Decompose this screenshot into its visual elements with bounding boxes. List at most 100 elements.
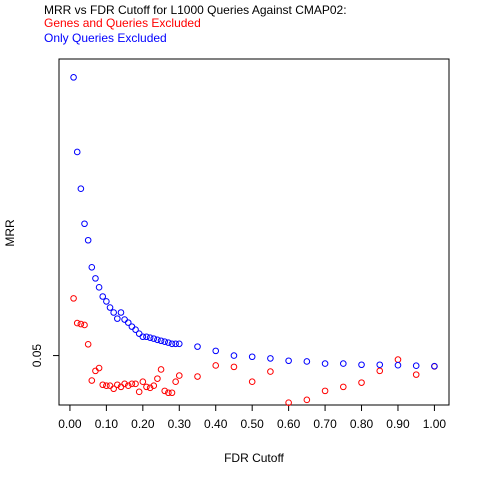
data-point (230, 363, 238, 371)
data-point (114, 381, 121, 389)
data-point (114, 315, 121, 322)
data-point (431, 362, 438, 370)
y-tick-label: 0.05 (30, 344, 44, 368)
data-point (132, 380, 139, 388)
data-point (172, 378, 179, 385)
data-point (128, 323, 136, 330)
x-tick-label: 1.00 (423, 417, 447, 431)
chart-title: MRR vs FDR Cutoff for L1000 Queries Agai… (44, 3, 347, 17)
x-axis-label: FDR Cutoff (224, 451, 284, 465)
series-layer (70, 74, 438, 406)
data-point (135, 330, 143, 337)
data-point (117, 309, 125, 316)
data-point (88, 264, 96, 271)
data-point (124, 382, 132, 389)
data-point (175, 340, 183, 348)
data-point (99, 293, 107, 300)
data-point (70, 74, 77, 81)
data-point (394, 361, 402, 369)
data-point (88, 377, 96, 384)
series-only-queries-excluded (70, 74, 438, 370)
data-point (139, 333, 147, 341)
data-point (150, 335, 158, 342)
data-point (70, 295, 77, 302)
data-point (121, 380, 128, 388)
data-point (106, 382, 114, 389)
data-point (73, 319, 81, 327)
x-tick-label: 0.70 (313, 417, 337, 431)
data-point (95, 284, 103, 291)
data-point (321, 360, 329, 367)
data-point (165, 339, 172, 346)
data-point (99, 381, 107, 389)
data-point (161, 387, 169, 395)
data-point (303, 396, 311, 404)
data-point (103, 382, 110, 389)
data-point (150, 382, 158, 389)
data-point (339, 383, 347, 391)
data-point (77, 185, 85, 192)
data-point (248, 378, 256, 385)
data-point (267, 355, 274, 362)
legend-entry-genes-and-queries-excluded: Genes and Queries Excluded (44, 16, 201, 30)
legend-entry-only-queries-excluded: Only Queries Excluded (44, 31, 167, 45)
data-point (175, 372, 183, 379)
data-point (376, 367, 384, 375)
x-tick-label: 0.80 (350, 417, 374, 431)
y-axis: 0.05 (30, 344, 59, 368)
data-point (168, 340, 176, 348)
x-tick-label: 0.90 (386, 417, 410, 431)
data-point (194, 343, 201, 350)
data-point (161, 338, 169, 345)
data-point (110, 309, 117, 316)
data-point (412, 371, 420, 378)
data-point (172, 340, 179, 348)
data-point (212, 347, 220, 355)
data-point (132, 326, 139, 333)
x-tick-label: 0.10 (95, 417, 119, 431)
data-point (84, 236, 92, 244)
x-tick-label: 0.00 (58, 417, 82, 431)
data-point (168, 389, 176, 397)
data-point (212, 362, 220, 369)
data-point (143, 383, 150, 391)
data-point (106, 304, 114, 311)
data-point (81, 321, 88, 329)
data-point (143, 333, 150, 341)
data-point (95, 364, 103, 372)
data-point (267, 368, 274, 375)
data-point (194, 373, 201, 380)
x-tick-label: 0.20 (131, 417, 155, 431)
data-point (124, 319, 132, 326)
x-tick-label: 0.60 (277, 417, 301, 431)
data-point (77, 320, 85, 328)
data-point (128, 380, 136, 388)
data-point (157, 337, 165, 345)
data-point (248, 353, 256, 361)
y-axis-label: MRR (3, 219, 17, 247)
data-point (230, 352, 238, 359)
data-point (358, 361, 365, 369)
x-axis: 0.00 0.10 0.20 0.30 0.40 0.50 0.60 0.70 0.80 0.90… (58, 405, 446, 431)
data-point (84, 340, 92, 348)
data-point (303, 358, 311, 365)
data-point (285, 399, 292, 406)
x-tick-label: 0.30 (168, 417, 192, 431)
data-point (154, 375, 161, 382)
data-point (103, 298, 110, 305)
data-point (376, 361, 384, 369)
data-point (358, 379, 365, 386)
series-genes-and-queries-excluded (70, 295, 438, 406)
data-point (73, 148, 81, 156)
data-point (135, 388, 143, 396)
data-point (285, 357, 292, 365)
x-tick-label: 0.40 (204, 417, 228, 431)
data-point (139, 378, 147, 385)
data-point (110, 385, 117, 393)
data-point (339, 360, 347, 367)
data-point (412, 362, 420, 369)
x-tick-label: 0.50 (240, 417, 264, 431)
data-point (121, 316, 128, 323)
data-point (146, 334, 154, 341)
data-point (92, 275, 99, 282)
